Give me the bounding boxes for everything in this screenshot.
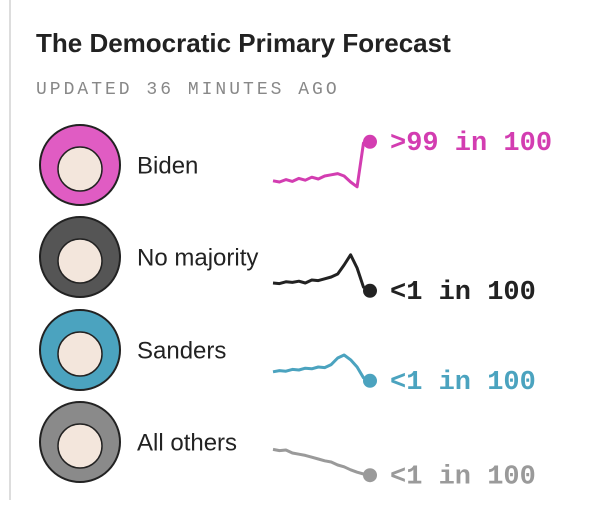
trend-line xyxy=(272,353,371,383)
trend-line xyxy=(272,140,371,189)
odds-label: >99 in 100 xyxy=(390,129,552,159)
subtitle: UPDATED 36 MINUTES AGO xyxy=(36,80,340,100)
trend-line xyxy=(272,447,371,477)
trend-line xyxy=(272,253,371,293)
avatar-face xyxy=(57,238,103,284)
trend-end-dot xyxy=(363,134,377,149)
odds-label: <1 in 100 xyxy=(390,462,536,492)
trend-end-dot xyxy=(363,373,377,388)
odds-label: <1 in 100 xyxy=(390,368,536,398)
trend-end-dot xyxy=(363,468,377,483)
avatar-face xyxy=(57,331,103,377)
candidate-name: Sanders xyxy=(137,337,226,364)
candidate-name: Biden xyxy=(137,152,198,179)
candidate-name: No majority xyxy=(137,244,258,271)
avatar-face xyxy=(57,146,103,192)
candidate-name: All others xyxy=(137,429,237,456)
title: The Democratic Primary Forecast xyxy=(36,28,451,58)
trend-end-dot xyxy=(363,283,377,298)
odds-label: <1 in 100 xyxy=(390,278,536,308)
avatar-face xyxy=(57,423,103,469)
